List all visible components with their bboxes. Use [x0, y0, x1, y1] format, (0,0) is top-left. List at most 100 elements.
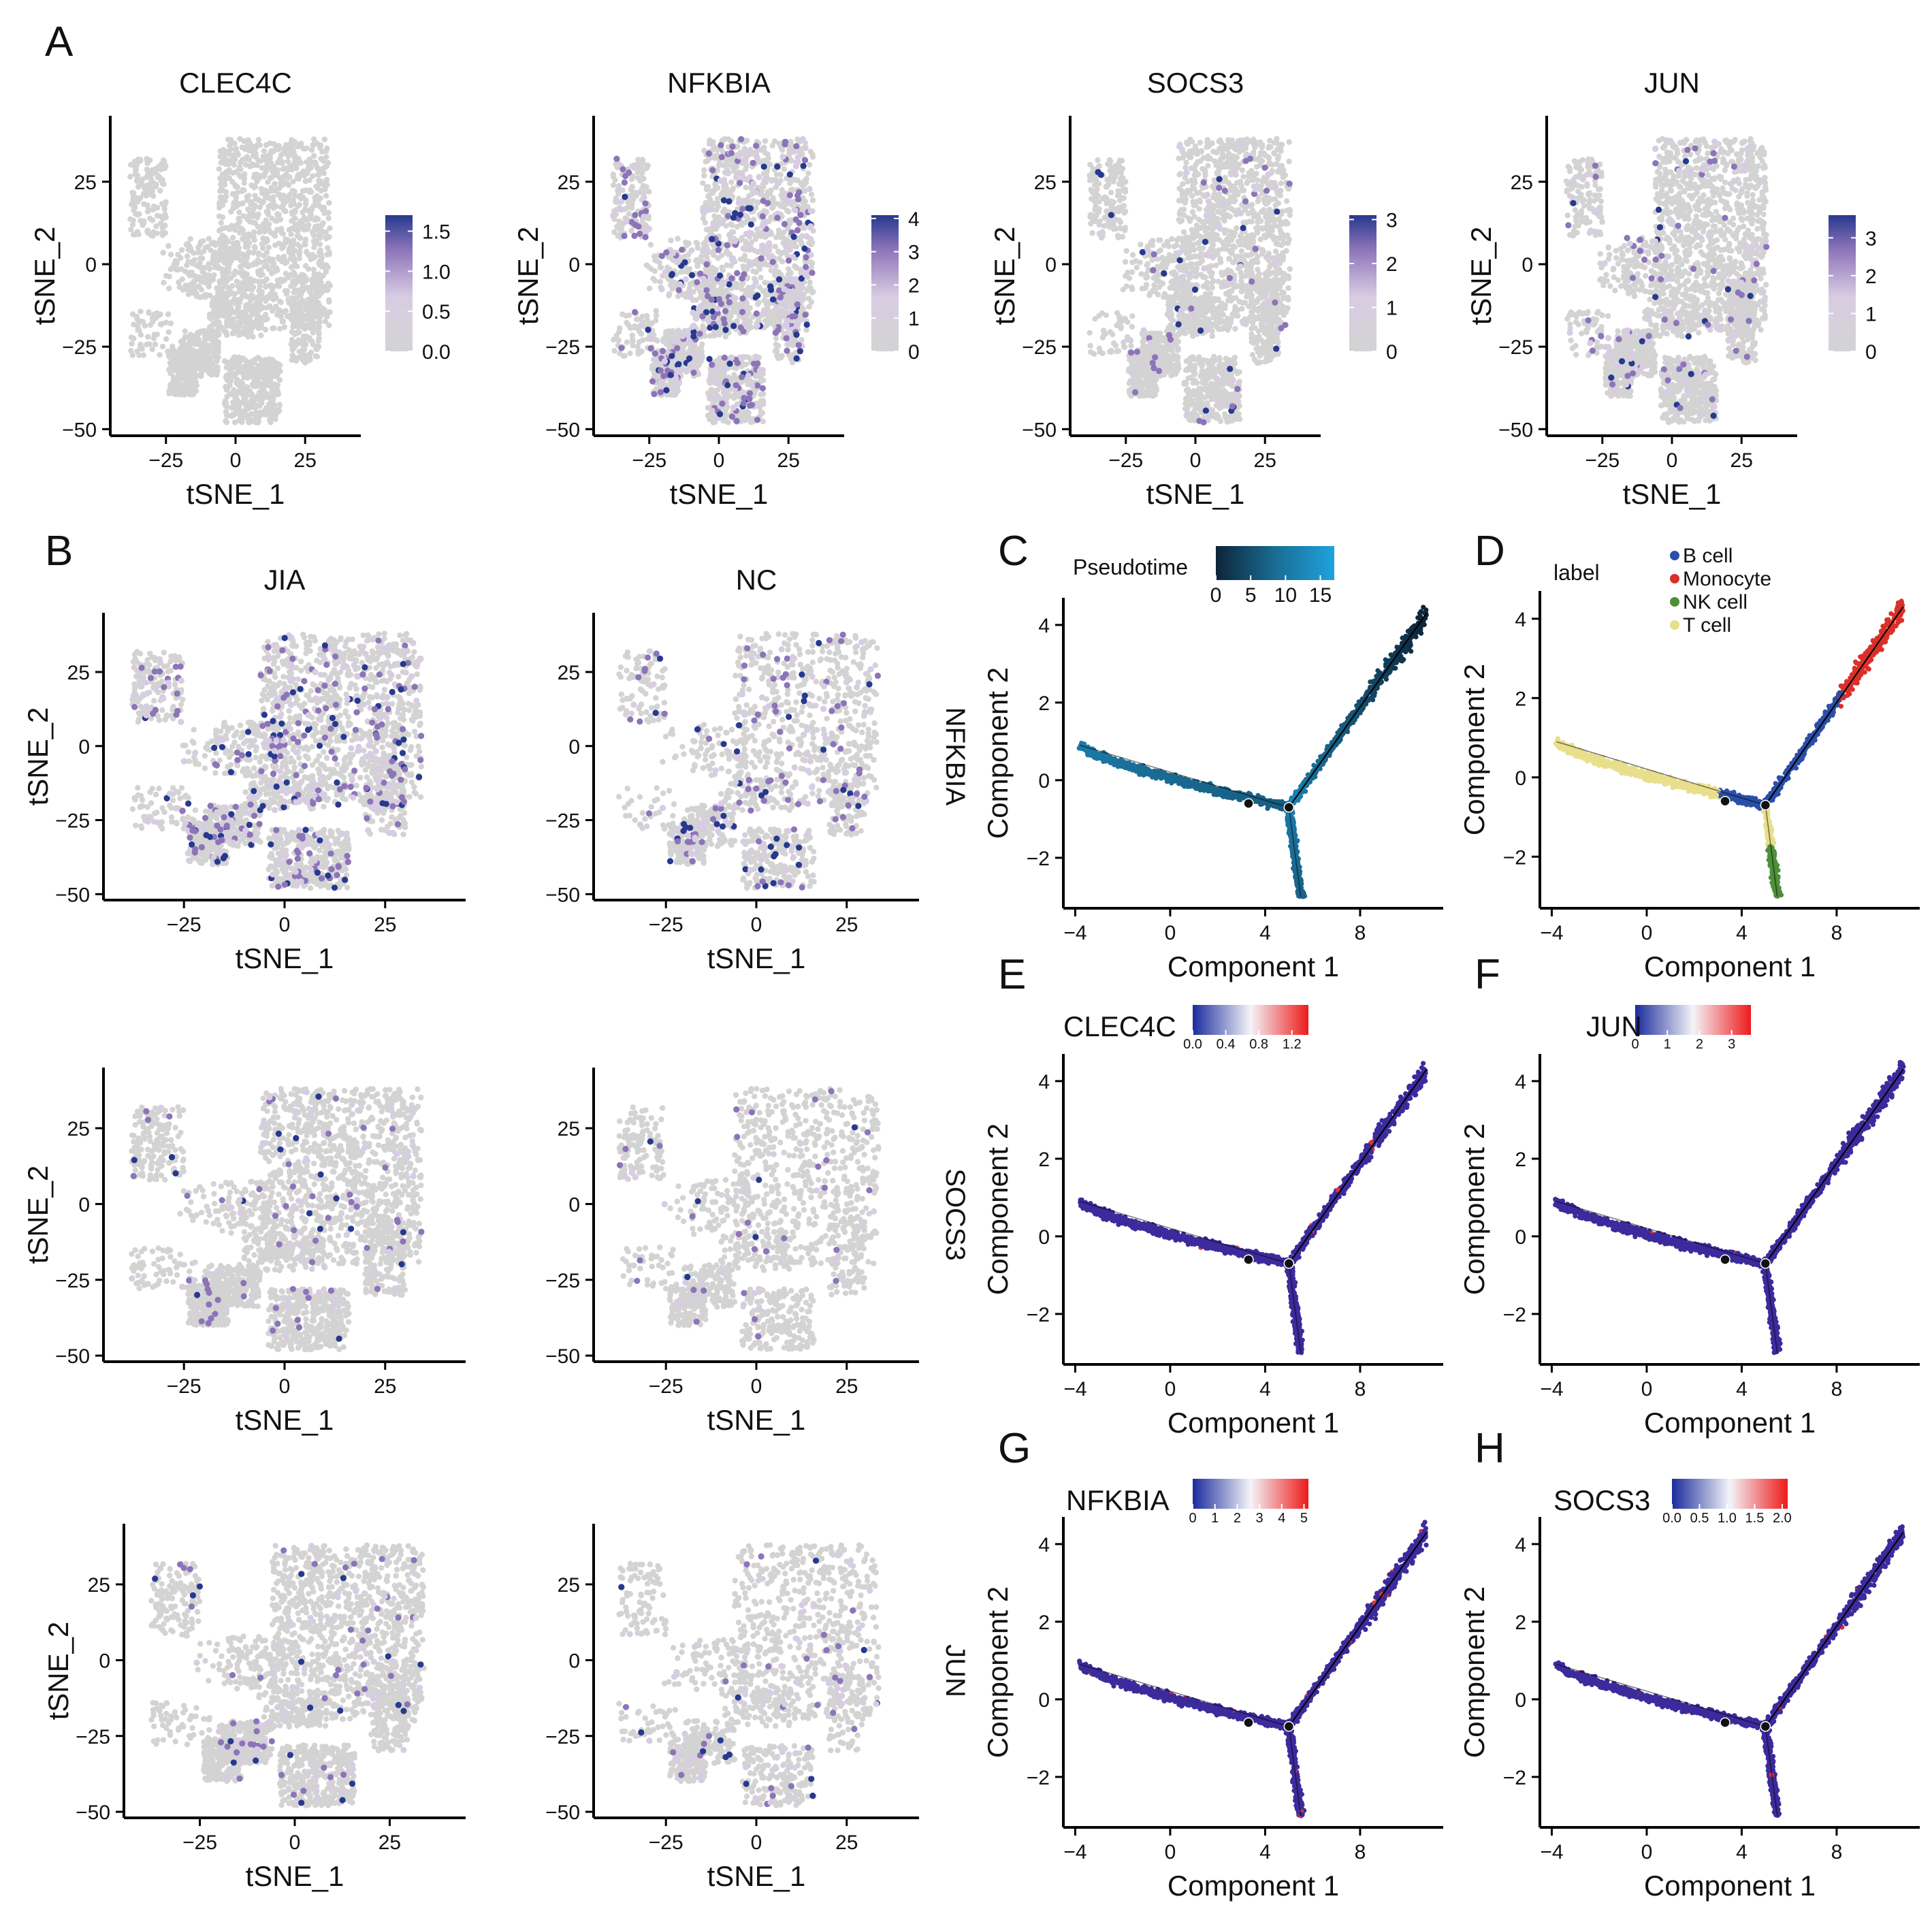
scatter-point — [163, 319, 170, 325]
y-tick-label: 0 — [85, 254, 97, 276]
scatter-point — [238, 416, 245, 423]
scatter-point — [319, 222, 325, 228]
scatter-point — [261, 357, 268, 364]
panel-label-f: F — [1475, 951, 1500, 998]
scatter-point — [225, 137, 231, 143]
scatter-point — [274, 382, 280, 389]
scatter-point — [315, 282, 321, 288]
scatter-point — [136, 327, 142, 334]
scatter-point — [255, 137, 262, 143]
scatter-point — [244, 197, 251, 203]
scatter-point — [252, 193, 258, 199]
scatter-point — [719, 264, 725, 270]
scatter-point — [327, 225, 333, 231]
scatter-point — [303, 187, 309, 193]
colorbar-tick-label: 0.5 — [422, 301, 451, 323]
scatter-point — [310, 238, 317, 244]
scatter-point — [145, 168, 151, 174]
scatter-point — [231, 199, 237, 206]
y-tick-label: 25 — [74, 172, 97, 194]
scatter-point — [268, 175, 274, 181]
scatter-point — [212, 264, 218, 270]
scatter-point — [218, 324, 224, 330]
scatter-point — [255, 415, 262, 421]
scatter-point — [266, 359, 273, 366]
scatter-point — [693, 240, 699, 246]
scatter-point — [743, 138, 750, 144]
scatter-point — [278, 242, 285, 248]
scatter-point — [219, 235, 225, 241]
scatter-point — [276, 256, 283, 262]
scatter-point — [724, 418, 730, 425]
scatter-point — [242, 293, 249, 300]
scatter-point — [290, 237, 297, 244]
scatter-point — [304, 145, 310, 151]
scatter-point — [291, 139, 298, 145]
scatter-point — [314, 140, 320, 146]
scatter-point — [309, 295, 316, 302]
scatter-point — [300, 339, 306, 346]
y-axis-title: tSNE_2 — [29, 227, 61, 325]
scatter-point — [777, 203, 784, 209]
scatter-point — [630, 342, 636, 349]
scatter-point — [222, 398, 229, 404]
scatter-point — [272, 406, 278, 413]
scatter-point — [146, 310, 152, 316]
scatter-point — [263, 208, 270, 215]
scatter-point — [624, 339, 630, 345]
scatter-point — [214, 299, 220, 305]
chart-a1: −25 0 25−50−25025tSNE_1tSNE_2CLEC4C0.00.51… — [29, 67, 451, 510]
scatter-point — [132, 163, 138, 169]
scatter-point — [154, 212, 161, 219]
scatter-point — [230, 356, 236, 362]
scatter-point — [238, 309, 245, 316]
scatter-point — [184, 372, 191, 379]
scatter-point — [278, 160, 285, 166]
scatter-point — [242, 171, 248, 177]
scatter-point — [242, 232, 248, 238]
scatter-point — [295, 203, 301, 210]
scatter-point — [675, 236, 681, 242]
scatter-point — [180, 383, 187, 389]
scatter-point — [306, 156, 312, 162]
scatter-point — [157, 352, 163, 358]
scatter-point — [282, 288, 289, 294]
panel-title: CLEC4C — [179, 67, 292, 99]
scatter-point — [269, 230, 275, 236]
scatter-point — [263, 276, 270, 283]
scatter-point — [251, 366, 257, 373]
scatter-point — [778, 251, 784, 257]
scatter-point — [304, 249, 310, 255]
scatter-point — [808, 299, 815, 306]
scatter-point — [297, 218, 304, 224]
scatter-point — [807, 279, 813, 285]
scatter-point — [264, 238, 270, 244]
scatter-point — [321, 311, 327, 317]
scatter-point — [776, 255, 783, 261]
scatter-point — [644, 317, 651, 323]
y-axis-title: tSNE_2 — [512, 227, 544, 325]
scatter-point — [297, 193, 304, 199]
scatter-point — [319, 148, 325, 155]
scatter-point — [131, 193, 137, 199]
scatter-point — [678, 269, 684, 275]
scatter-point — [232, 227, 238, 233]
scatter-point — [226, 225, 232, 231]
scatter-point — [657, 278, 664, 285]
scatter-point — [730, 374, 737, 381]
scatter-points — [610, 135, 816, 426]
scatter-point — [788, 187, 794, 193]
scatter-point — [807, 161, 813, 168]
y-tick-label: 0 — [568, 254, 580, 276]
scatter-point — [187, 236, 193, 242]
scatter-point — [283, 208, 289, 214]
scatter-point — [234, 278, 240, 285]
scatter-point — [282, 150, 288, 157]
scatter-point — [157, 221, 164, 227]
scatter-point — [249, 311, 256, 318]
scatter-point — [228, 146, 234, 153]
scatter-point — [312, 254, 318, 260]
scatter-point — [287, 198, 294, 204]
scatter-point — [244, 302, 251, 308]
scatter-point — [166, 285, 172, 291]
